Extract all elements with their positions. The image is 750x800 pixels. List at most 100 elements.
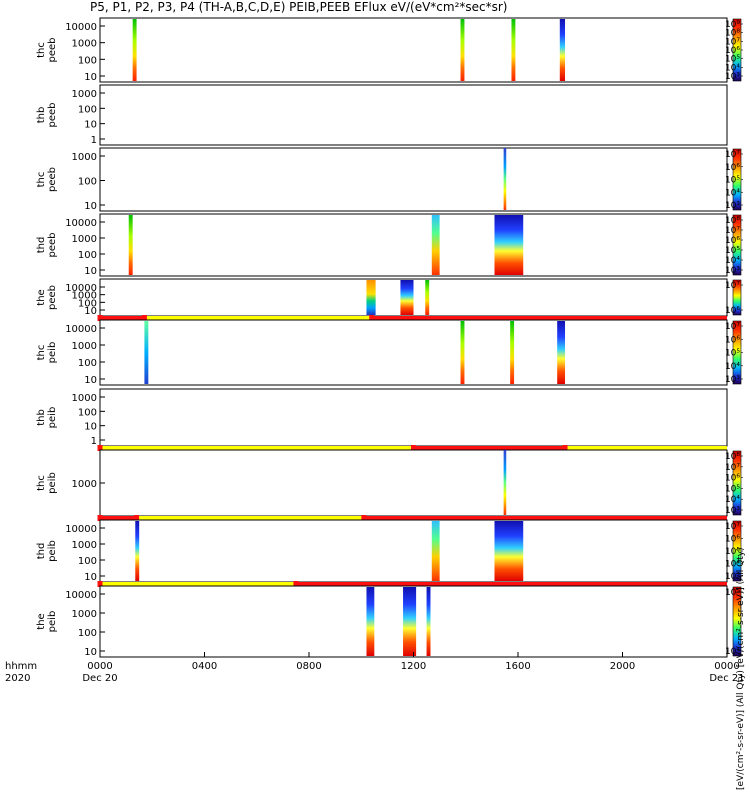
y-tick-label: 10 [84, 422, 97, 433]
corner-label: hhmm [5, 661, 37, 672]
panel-ylabel: the [36, 289, 47, 305]
colorbar-tick-label: 10⁷ [725, 322, 740, 332]
colorbar-tick-label: 10⁶ [725, 163, 740, 173]
colorbar-tick-label: 10⁵ [725, 349, 740, 359]
status-segment [100, 446, 414, 450]
status-marker [97, 315, 103, 321]
data-burst [510, 321, 515, 384]
colorbar-tick-label: 10³ [725, 375, 740, 385]
colorbar-tick-label: 10⁴ [725, 647, 740, 657]
panel-ylabel: peib [47, 472, 58, 494]
y-tick-label: 100 [78, 55, 97, 66]
colorbar-tick-label: 10⁶ [725, 335, 740, 345]
colorbar-tick-label: 10⁵ [725, 176, 740, 186]
colorbar-tick-label: 10⁷ [725, 463, 740, 473]
status-segment [144, 316, 372, 320]
status-marker [293, 581, 299, 587]
colorbar-tick-label: 10⁴ [725, 362, 740, 372]
plot-title: P5, P1, P2, P3, P4 (TH-A,B,C,D,E) PEIB,P… [90, 0, 508, 14]
colorbar-tick-label: 10³ [725, 572, 740, 582]
colorbar [732, 450, 742, 516]
data-burst [144, 321, 149, 384]
data-burst [366, 280, 376, 315]
data-burst [494, 521, 524, 581]
colorbar-tick-label: 10⁴ [725, 63, 740, 73]
panel-frame [99, 449, 728, 517]
panel-ylabel: peib [47, 342, 58, 364]
panel-frame [99, 213, 728, 277]
colorbar-tick-label: 10⁷ [725, 150, 740, 160]
date-end-label: Dec 21 [709, 673, 744, 684]
status-segment [565, 446, 727, 450]
status-segment [100, 582, 296, 586]
panel-frame [99, 147, 728, 212]
colorbar-tick-label: 10⁸ [725, 29, 740, 39]
x-tick-label: 0800 [296, 661, 321, 672]
status-segment [413, 446, 566, 450]
colorbar-tick-label: 10⁸ [725, 452, 740, 462]
status-segment [100, 316, 145, 320]
colorbar-tick-label: 10⁷ [725, 281, 740, 291]
colorbar-tick-label: 10³ [725, 266, 740, 276]
colorbar-tick-label: 10⁶ [725, 306, 740, 316]
data-burst [132, 19, 137, 81]
data-burst [135, 521, 140, 581]
colorbar-tick-label: 10³ [725, 72, 740, 82]
panel-frame [99, 388, 728, 447]
data-burst [403, 587, 417, 656]
colorbar-tick-label: 10⁴ [725, 495, 740, 505]
colorbar-tick-label: 10⁸ [725, 216, 740, 226]
data-burst [494, 215, 524, 275]
panel-ylabel: peeb [47, 38, 58, 63]
colorbar [732, 279, 742, 316]
colorbar-tick-label: 10⁷ [725, 226, 740, 236]
y-tick-label: 10 [84, 120, 97, 131]
y-tick-label: 10 [84, 306, 97, 317]
data-burst [557, 321, 566, 384]
y-tick-label: 10 [84, 572, 97, 583]
status-segment [371, 316, 727, 320]
y-tick-label: 10 [84, 72, 97, 83]
status-marker [97, 445, 103, 451]
status-marker [361, 515, 367, 521]
panel-ylabel: peeb [47, 285, 58, 310]
data-burst [366, 587, 375, 656]
colorbar-tick-label: 10⁶ [725, 236, 740, 246]
panel-ylabel: peib [47, 611, 58, 633]
colorbar [732, 586, 742, 657]
status-marker [411, 445, 416, 451]
data-burst [503, 450, 507, 515]
y-tick-label: 1000 [72, 341, 97, 352]
panel-ylabel: peeb [47, 167, 58, 192]
panel-ylabel: thd [36, 237, 47, 254]
panel-ylabel: thb [36, 107, 47, 124]
colorbar-units-text: [eV/(cm²-s-sr-eV)] (All Qty) [eV/(cm²-s-… [736, 547, 746, 790]
y-tick-label: 1000 [72, 152, 97, 163]
y-tick-label: 1000 [72, 609, 97, 620]
data-burst [460, 321, 465, 384]
x-tick-label: 0000 [87, 661, 112, 672]
x-tick-label: 1200 [401, 661, 426, 672]
colorbar [732, 214, 742, 276]
data-burst [431, 215, 440, 275]
panel-ylabel: peeb [47, 103, 58, 128]
y-tick-label: 1 [91, 436, 97, 447]
status-segment [100, 516, 137, 520]
colorbar-tick-label: 10⁷ [725, 522, 740, 532]
panel-frame [99, 519, 728, 583]
y-tick-label: 1 [91, 135, 97, 146]
panel-ylabel: thc [36, 345, 47, 361]
data-burst [400, 280, 414, 315]
panel-ylabel: thc [36, 172, 47, 188]
corner-label: 2020 [5, 673, 30, 684]
colorbar-tick-label: 10⁵ [725, 484, 740, 494]
panel-ylabel: the [36, 613, 47, 629]
panel-ylabel: peib [47, 540, 58, 562]
y-tick-label: 1000 [72, 291, 97, 302]
y-tick-label: 100 [78, 628, 97, 639]
panel-ylabel: peib [47, 407, 58, 429]
y-tick-label: 10000 [65, 590, 97, 601]
status-marker [134, 515, 140, 521]
panel-frame [99, 17, 728, 83]
